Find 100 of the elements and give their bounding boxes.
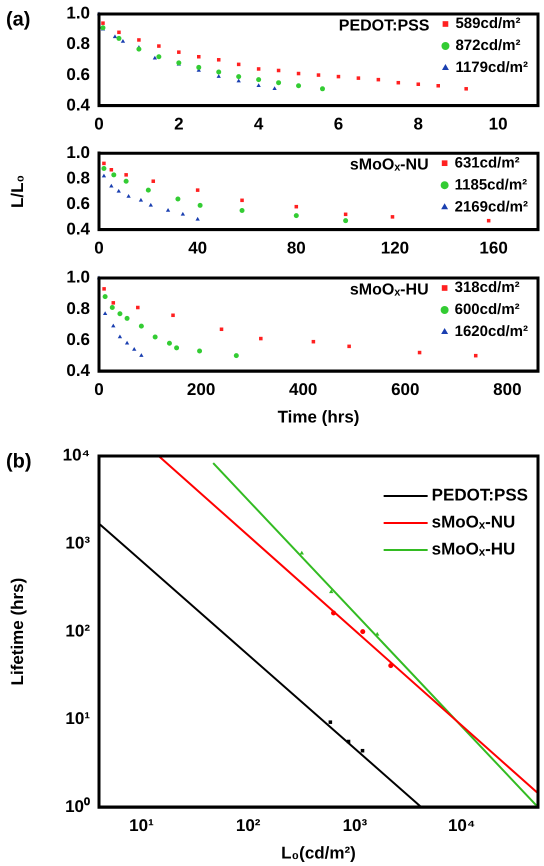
x-tick-label: 10⁴ xyxy=(448,816,476,836)
y-tick-label: 0.8 xyxy=(66,298,90,318)
point xyxy=(236,74,242,80)
legend-label: sMoOₓ-NU xyxy=(432,512,516,532)
point xyxy=(110,305,115,310)
x-tick-label: 0 xyxy=(94,238,104,258)
legend-label: 1620cd/m² xyxy=(454,323,528,340)
point xyxy=(117,311,122,316)
x-tick-label: 0 xyxy=(94,380,104,400)
x-tick-label: 200 xyxy=(186,380,216,400)
point xyxy=(110,168,114,172)
point xyxy=(347,344,351,348)
point xyxy=(436,84,440,88)
point xyxy=(474,354,478,358)
x-tick-label: 600 xyxy=(391,380,420,400)
point xyxy=(118,334,122,338)
point xyxy=(151,179,156,183)
point xyxy=(464,87,468,91)
annotation: PEDOT:PSS xyxy=(338,17,430,34)
y-tick-label: 0.6 xyxy=(66,64,90,84)
point xyxy=(220,327,224,332)
y-tick-label: 0.4 xyxy=(66,219,91,238)
point xyxy=(197,348,202,354)
point xyxy=(344,212,348,216)
point xyxy=(175,196,180,202)
annotation: sMoOₓ-HU xyxy=(350,281,429,298)
point xyxy=(157,44,161,48)
point xyxy=(177,50,181,54)
point xyxy=(343,218,348,224)
point xyxy=(390,215,394,219)
point xyxy=(101,166,106,171)
legend-label: sMoOₓ-HU xyxy=(432,540,516,559)
point xyxy=(320,86,325,92)
point xyxy=(124,178,129,184)
legend-label: 589cd/m² xyxy=(455,15,520,32)
x-tick-label: 8 xyxy=(414,114,424,134)
point xyxy=(216,74,221,78)
point xyxy=(166,208,170,212)
point xyxy=(416,82,420,86)
point xyxy=(240,198,244,202)
point xyxy=(256,67,260,71)
y-tick-label: 0.4 xyxy=(66,95,91,114)
y-tick-label: 0.8 xyxy=(66,168,90,188)
legend-label: 2169cd/m² xyxy=(454,198,528,216)
y-tick-label: 10¹ xyxy=(65,709,90,728)
chart-title: (b) xyxy=(6,450,32,473)
x-tick-label: 10¹ xyxy=(129,816,154,836)
y-tick-label: 10⁴ xyxy=(62,446,90,465)
point xyxy=(152,334,158,340)
point xyxy=(137,38,141,42)
point xyxy=(116,36,122,41)
legend-label: PEDOT:PSS xyxy=(432,486,528,505)
point xyxy=(236,78,241,82)
y-tick-label: 1.0 xyxy=(66,268,90,287)
legend-label: 318cd/m² xyxy=(454,279,520,296)
point xyxy=(124,173,128,177)
x-tick-label: 10³ xyxy=(342,816,368,836)
x-tick-label: 80 xyxy=(286,238,306,258)
y-tick-label: 1.0 xyxy=(66,4,90,23)
legend-label: 872cd/m² xyxy=(455,37,520,54)
x-axis-title: Time (hrs) xyxy=(278,407,360,426)
point xyxy=(294,213,299,218)
point xyxy=(138,324,144,329)
point xyxy=(180,212,186,216)
point xyxy=(256,77,262,82)
point xyxy=(102,162,106,166)
point xyxy=(296,72,300,76)
point xyxy=(166,340,172,346)
point xyxy=(102,174,106,178)
annotation: sMoOₓ-NU xyxy=(350,156,429,174)
point xyxy=(195,216,200,221)
x-tick-label: 160 xyxy=(479,238,508,258)
point xyxy=(336,74,340,78)
y-tick-label: 0.4 xyxy=(66,360,91,380)
point xyxy=(236,62,240,66)
point xyxy=(116,188,121,193)
y-tick-label: 10³ xyxy=(65,533,90,552)
point xyxy=(148,202,153,207)
x-tick-label: 10² xyxy=(236,816,261,836)
point xyxy=(156,54,162,60)
y-tick-label: 0.6 xyxy=(66,194,90,213)
x-tick-label: 800 xyxy=(493,380,522,400)
point xyxy=(312,340,316,344)
legend-label: 631cd/m² xyxy=(454,154,520,172)
point xyxy=(216,70,222,75)
point xyxy=(152,56,158,60)
point xyxy=(120,38,126,43)
point xyxy=(101,21,105,25)
point xyxy=(197,54,201,59)
x-tick-label: 6 xyxy=(334,114,344,134)
point xyxy=(171,314,175,318)
point xyxy=(136,306,140,310)
point xyxy=(124,340,130,344)
point xyxy=(216,58,220,62)
y-tick-label: 0.6 xyxy=(66,330,90,349)
point xyxy=(117,30,121,34)
point xyxy=(124,316,130,321)
point xyxy=(139,353,144,357)
point xyxy=(486,218,490,222)
legend-label: 1179cd/m² xyxy=(455,59,528,76)
